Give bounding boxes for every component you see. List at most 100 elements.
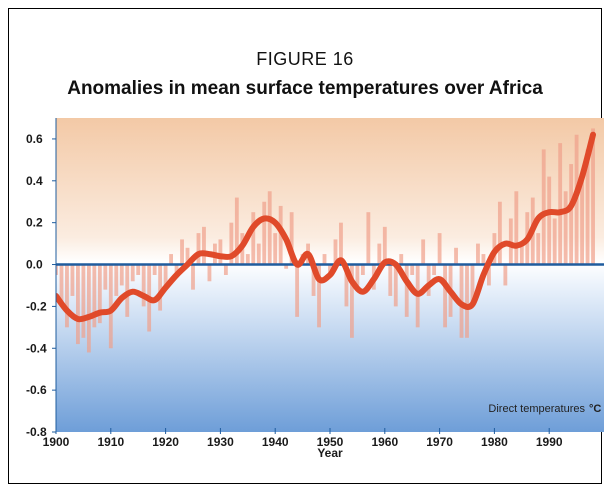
annual-bar: [158, 264, 163, 311]
annual-bar: [141, 264, 146, 307]
annual-bar: [81, 264, 86, 338]
annual-bar: [256, 243, 261, 265]
annotation-direct-temperatures: Direct temperatures: [488, 403, 585, 415]
x-tick-label: 1950: [317, 435, 344, 449]
annual-bar: [421, 239, 426, 265]
y-tick-label: 0.2: [26, 216, 43, 230]
x-tick-label: 1900: [43, 435, 70, 449]
annual-bar: [289, 212, 294, 265]
annual-bar: [218, 239, 223, 265]
annual-bar: [70, 264, 75, 296]
annual-bar: [497, 201, 502, 265]
annual-bar: [437, 233, 442, 265]
annual-bar: [174, 264, 179, 275]
annual-bar: [180, 239, 184, 265]
annual-bar: [163, 264, 168, 286]
annual-bar: [591, 128, 595, 265]
x-tick-label: 1910: [97, 435, 124, 449]
annual-bar: [563, 191, 568, 265]
annual-bar: [234, 197, 239, 265]
annual-bar: [432, 264, 437, 275]
annual-bar: [541, 149, 546, 265]
y-tick-label: 0.6: [26, 132, 43, 146]
annual-bar: [59, 264, 64, 307]
x-tick-label: 1930: [207, 435, 234, 449]
annual-bar: [388, 264, 393, 296]
figure-label: FIGURE 16: [256, 49, 354, 69]
annual-bar: [410, 264, 415, 275]
annual-bar: [103, 264, 108, 290]
annual-bar: [273, 233, 278, 265]
annual-bar: [114, 264, 119, 296]
annual-bar: [196, 233, 201, 265]
annual-bar: [585, 149, 590, 265]
annual-bar: [97, 264, 102, 324]
annual-bar: [322, 254, 327, 265]
annual-bar: [558, 143, 563, 265]
annual-bar: [536, 233, 541, 265]
annual-bar: [339, 222, 343, 265]
annual-bar: [130, 264, 135, 282]
x-axis-label: Year: [317, 446, 343, 460]
x-tick-label: 1970: [426, 435, 453, 449]
x-tick-label: 1960: [371, 435, 398, 449]
annual-bar: [92, 264, 97, 328]
x-tick-label: 1920: [152, 435, 179, 449]
annual-bar: [251, 212, 256, 265]
annual-bar: [470, 264, 475, 307]
y-tick-label: -0.8: [26, 425, 47, 439]
annual-bar: [267, 191, 272, 265]
annual-bar: [552, 218, 557, 265]
annual-bar: [76, 264, 80, 345]
annual-bar: [136, 264, 141, 275]
annual-bar: [443, 264, 447, 328]
annual-bar: [333, 239, 338, 265]
annual-bar: [487, 264, 491, 286]
annual-bar: [311, 264, 316, 296]
annual-bar: [284, 264, 289, 269]
annual-bar: [328, 264, 332, 275]
annual-bar: [476, 243, 480, 265]
annual-bar: [185, 247, 190, 265]
annual-bar: [350, 264, 354, 338]
annual-bar: [202, 226, 206, 265]
annual-bar: [514, 191, 519, 265]
annual-bar: [207, 264, 212, 282]
x-tick-label: 1990: [536, 435, 563, 449]
smoothed-series-line: [56, 131, 596, 323]
annual-bar: [377, 243, 382, 265]
y-tick-label: 0.4: [26, 174, 43, 188]
annual-bar: [295, 264, 300, 317]
annual-bar: [399, 254, 404, 265]
annual-bar: [119, 264, 124, 286]
annual-bar: [426, 264, 431, 296]
annual-bar: [465, 264, 469, 338]
annual-bar: [454, 247, 458, 265]
annual-bar: [262, 201, 267, 265]
annual-bar: [86, 264, 91, 353]
annual-bar: [245, 254, 250, 265]
x-tick-label: 1940: [262, 435, 289, 449]
annual-bar: [344, 264, 349, 307]
annual-bar: [360, 264, 365, 275]
annual-bar: [169, 254, 173, 265]
annual-bar: [481, 254, 486, 265]
annual-bar: [355, 264, 360, 286]
annual-bar: [547, 176, 552, 265]
x-tick-label: 1980: [481, 435, 508, 449]
annual-bar: [191, 264, 195, 290]
annual-bar: [393, 264, 398, 307]
y-tick-label: -0.4: [26, 341, 47, 355]
annual-bar: [503, 264, 508, 286]
y-tick-label: -0.6: [26, 383, 47, 397]
annual-bar: [56, 264, 58, 275]
y-tick-label: -0.2: [26, 299, 47, 313]
annual-bar: [569, 164, 574, 265]
annual-bar: [223, 264, 228, 275]
annual-bar: [519, 243, 524, 265]
annotation-unit: °C: [589, 403, 601, 415]
annual-bar: [382, 226, 387, 265]
annual-bar: [152, 264, 157, 275]
annual-bar: [65, 264, 69, 328]
